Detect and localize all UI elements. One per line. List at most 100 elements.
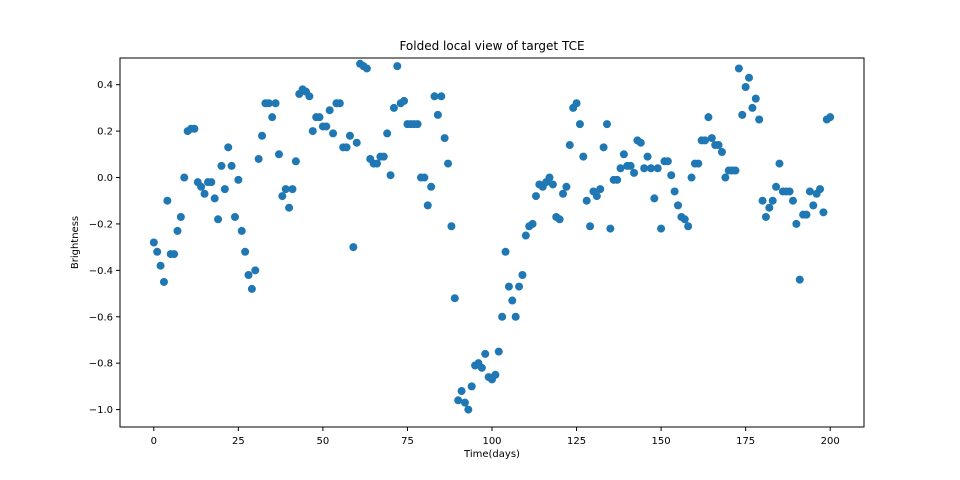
x-tick-label: 50 xyxy=(317,436,330,447)
data-point xyxy=(457,387,466,396)
x-tick-label: 175 xyxy=(736,436,755,447)
x-axis-ticks: 0 25 50 75 100 125 150 175 200 xyxy=(151,427,840,447)
data-point xyxy=(792,219,801,228)
data-point xyxy=(329,129,338,138)
data-point xyxy=(308,127,317,136)
data-point xyxy=(663,157,672,166)
data-point xyxy=(717,147,726,156)
data-point xyxy=(315,113,324,122)
data-point xyxy=(352,138,361,147)
data-point xyxy=(281,185,290,194)
data-point xyxy=(701,136,710,145)
y-tick-label: −1.0 xyxy=(89,405,113,416)
data-point xyxy=(214,215,223,224)
data-point xyxy=(596,185,605,194)
data-point xyxy=(508,296,517,305)
data-point xyxy=(606,224,615,233)
data-point xyxy=(207,178,216,187)
data-point xyxy=(389,103,398,112)
data-point xyxy=(413,120,422,129)
x-axis-label: Time(days) xyxy=(463,449,520,460)
data-point xyxy=(386,171,395,180)
data-point xyxy=(427,182,436,191)
data-point xyxy=(217,161,226,170)
data-point xyxy=(362,64,371,73)
data-point xyxy=(288,185,297,194)
data-point xyxy=(562,182,571,191)
chart-title: Folded local view of target TCE xyxy=(399,39,584,53)
data-point xyxy=(687,173,696,182)
data-point xyxy=(335,99,344,108)
data-point xyxy=(826,113,835,122)
data-point xyxy=(559,189,568,198)
x-tick-label: 200 xyxy=(821,436,840,447)
y-axis-ticks: −1.0 −0.8 −0.6 −0.4 −0.2 0.0 0.2 0.4 xyxy=(89,80,120,416)
data-point xyxy=(714,141,723,150)
y-tick-label: 0.2 xyxy=(97,127,113,138)
data-points xyxy=(149,59,835,414)
data-point xyxy=(592,192,601,201)
data-point xyxy=(579,152,588,161)
y-tick-label: −0.6 xyxy=(89,312,113,323)
data-point xyxy=(180,173,189,182)
data-point xyxy=(423,201,432,210)
data-point xyxy=(599,143,608,152)
data-point xyxy=(467,382,476,391)
data-point xyxy=(518,270,527,279)
data-point xyxy=(640,164,649,173)
data-point xyxy=(274,150,283,159)
data-point xyxy=(258,131,267,140)
x-tick-label: 150 xyxy=(652,436,671,447)
y-tick-label: −0.2 xyxy=(89,219,113,230)
data-point xyxy=(400,96,409,105)
data-point xyxy=(751,94,760,103)
data-point xyxy=(775,159,784,168)
data-point xyxy=(477,363,486,372)
data-point xyxy=(227,161,236,170)
data-point xyxy=(264,99,273,108)
data-point xyxy=(721,173,730,182)
data-point xyxy=(156,261,165,270)
data-point xyxy=(393,62,402,71)
data-point xyxy=(626,161,635,170)
data-point xyxy=(268,113,277,122)
y-tick-label: −0.8 xyxy=(89,359,113,370)
data-point xyxy=(342,143,351,152)
data-point xyxy=(159,277,168,286)
data-point xyxy=(565,141,574,150)
data-point xyxy=(224,143,233,152)
data-point xyxy=(163,196,172,205)
data-point xyxy=(379,152,388,161)
data-point xyxy=(440,134,449,143)
data-point xyxy=(650,194,659,203)
data-point xyxy=(349,243,358,252)
data-point xyxy=(795,275,804,284)
data-point xyxy=(758,196,767,205)
data-point xyxy=(765,203,774,212)
y-tick-label: 0.0 xyxy=(97,173,113,184)
y-tick-label: −0.4 xyxy=(89,266,113,277)
x-tick-label: 25 xyxy=(232,436,245,447)
data-point xyxy=(210,194,219,203)
data-point xyxy=(230,212,239,221)
data-point xyxy=(291,157,300,166)
data-point xyxy=(450,294,459,303)
data-point xyxy=(420,173,429,182)
data-point xyxy=(494,347,503,356)
x-tick-label: 75 xyxy=(401,436,414,447)
data-point xyxy=(768,196,777,205)
data-point xyxy=(630,168,639,177)
data-point xyxy=(254,154,263,163)
data-point xyxy=(251,266,260,275)
data-point xyxy=(761,212,770,221)
data-point xyxy=(755,115,764,124)
data-point xyxy=(170,250,179,259)
plot-area-frame xyxy=(119,57,865,428)
data-point xyxy=(237,226,246,235)
data-point xyxy=(657,224,666,233)
data-point xyxy=(772,182,781,191)
data-point xyxy=(582,196,591,205)
data-point xyxy=(528,219,537,228)
data-point xyxy=(460,398,469,407)
data-point xyxy=(271,99,280,108)
